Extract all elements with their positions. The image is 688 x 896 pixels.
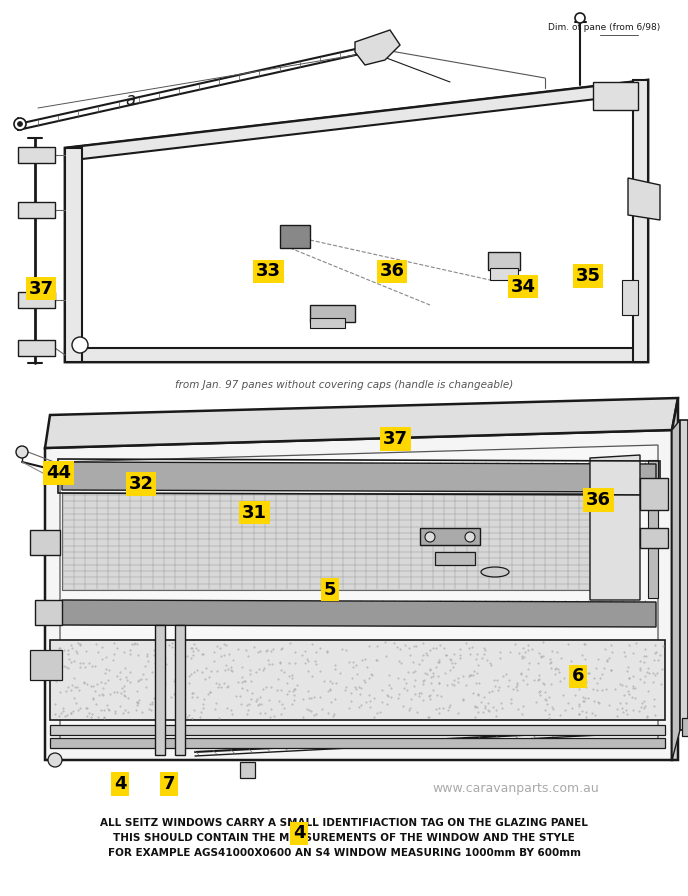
Polygon shape — [62, 600, 656, 627]
Polygon shape — [62, 493, 590, 590]
Polygon shape — [65, 80, 648, 362]
Text: 36: 36 — [586, 491, 611, 509]
Text: 35: 35 — [576, 267, 601, 285]
Text: ALL SEITZ WINDOWS CARRY A SMALL IDENTIFIACTION TAG ON THE GLAZING PANEL: ALL SEITZ WINDOWS CARRY A SMALL IDENTIFI… — [100, 817, 588, 828]
Polygon shape — [82, 93, 633, 348]
Polygon shape — [682, 718, 688, 736]
Text: 37: 37 — [29, 280, 54, 297]
Text: 4: 4 — [114, 775, 127, 793]
Ellipse shape — [481, 567, 509, 577]
Text: 6: 6 — [572, 668, 584, 685]
Text: a: a — [125, 91, 135, 109]
Text: 7: 7 — [162, 775, 175, 793]
Polygon shape — [280, 225, 310, 248]
Polygon shape — [65, 148, 82, 362]
Text: 31: 31 — [242, 504, 267, 521]
Circle shape — [465, 532, 475, 542]
Polygon shape — [633, 80, 648, 362]
Polygon shape — [593, 82, 638, 110]
Polygon shape — [45, 430, 672, 760]
Text: 34: 34 — [510, 278, 535, 296]
Polygon shape — [648, 460, 658, 598]
Polygon shape — [65, 80, 648, 161]
Polygon shape — [18, 292, 55, 308]
Polygon shape — [490, 268, 518, 280]
Polygon shape — [50, 640, 665, 720]
Polygon shape — [18, 340, 55, 356]
Circle shape — [17, 122, 23, 126]
Circle shape — [48, 753, 62, 767]
Text: Dim. of pane (from 6/98): Dim. of pane (from 6/98) — [548, 23, 660, 32]
Polygon shape — [240, 762, 255, 778]
Text: 36: 36 — [380, 263, 405, 280]
Polygon shape — [640, 478, 668, 510]
Text: 37: 37 — [383, 430, 408, 448]
Text: THIS SHOULD CONTAIN THE MEASUREMENTS OF THE WINDOW AND THE STYLE: THIS SHOULD CONTAIN THE MEASUREMENTS OF … — [113, 832, 575, 843]
Text: 32: 32 — [129, 475, 153, 493]
Polygon shape — [622, 280, 638, 315]
Text: 4: 4 — [293, 824, 305, 842]
Polygon shape — [435, 552, 475, 565]
Polygon shape — [640, 528, 668, 548]
Text: 44: 44 — [46, 464, 71, 482]
Polygon shape — [628, 178, 660, 220]
Circle shape — [425, 532, 435, 542]
Circle shape — [16, 446, 28, 458]
Polygon shape — [35, 600, 62, 625]
Polygon shape — [680, 420, 688, 730]
Polygon shape — [672, 398, 678, 760]
Polygon shape — [45, 398, 678, 448]
Polygon shape — [65, 348, 648, 362]
Polygon shape — [30, 530, 60, 555]
Circle shape — [72, 337, 88, 353]
Text: 33: 33 — [256, 263, 281, 280]
Polygon shape — [488, 252, 520, 270]
Polygon shape — [672, 420, 680, 760]
Polygon shape — [155, 625, 165, 755]
Polygon shape — [175, 625, 185, 755]
Polygon shape — [62, 462, 656, 492]
Polygon shape — [18, 147, 55, 163]
Text: from Jan. 97 panes without covering caps (handle is changeable): from Jan. 97 panes without covering caps… — [175, 380, 513, 390]
Polygon shape — [590, 455, 640, 600]
Polygon shape — [30, 650, 62, 680]
Polygon shape — [310, 318, 345, 328]
Polygon shape — [50, 725, 665, 735]
Circle shape — [575, 13, 585, 23]
Polygon shape — [60, 445, 658, 745]
Polygon shape — [420, 528, 480, 545]
Polygon shape — [50, 738, 665, 748]
Circle shape — [14, 118, 26, 130]
Text: www.caravanparts.com.au: www.caravanparts.com.au — [433, 782, 599, 795]
Text: FOR EXAMPLE AGS41000X0600 AN S4 WINDOW MEASURING 1000mm BY 600mm: FOR EXAMPLE AGS41000X0600 AN S4 WINDOW M… — [107, 848, 581, 858]
Polygon shape — [18, 202, 55, 218]
Text: 5: 5 — [324, 581, 336, 599]
Polygon shape — [310, 305, 355, 322]
Polygon shape — [355, 30, 400, 65]
